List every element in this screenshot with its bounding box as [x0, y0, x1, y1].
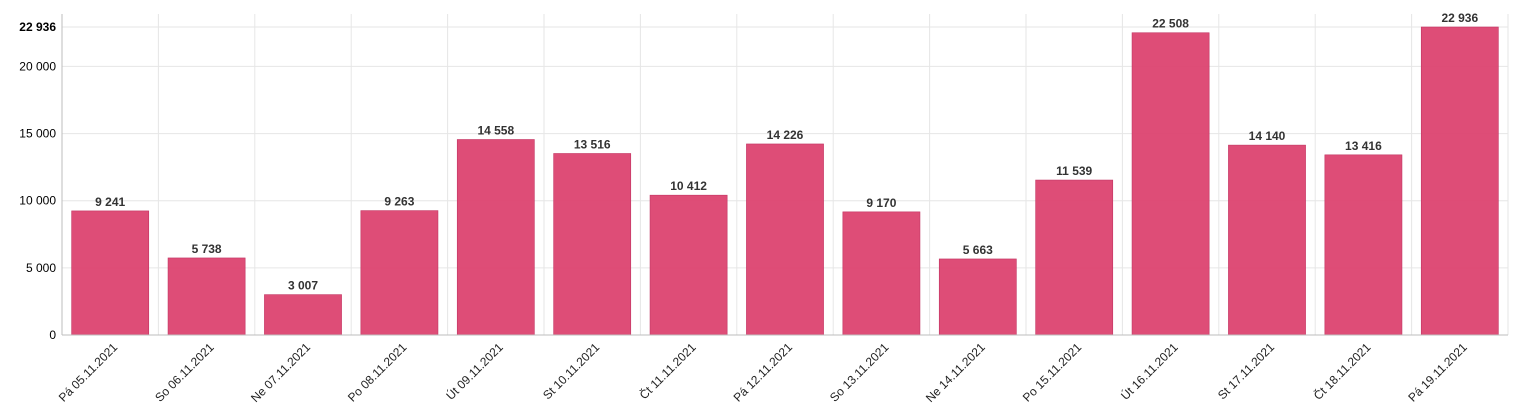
data-label: 14 558 — [477, 124, 514, 138]
bar — [1035, 179, 1114, 336]
data-label: 9 263 — [384, 195, 414, 209]
bar — [553, 153, 632, 336]
y-tick-label: 20 000 — [19, 59, 56, 73]
bar — [1420, 26, 1499, 336]
data-label: 5 663 — [963, 243, 993, 257]
bar — [167, 257, 246, 336]
x-tick-label: Po 08.11.2021 — [345, 340, 410, 405]
bar — [1131, 32, 1210, 336]
x-tick-label: St 10.11.2021 — [540, 340, 602, 402]
bar — [71, 210, 150, 336]
x-tick-label: Pá 19.11.2021 — [1405, 340, 1470, 405]
data-label: 3 007 — [288, 279, 318, 293]
bar — [1228, 144, 1306, 336]
x-tick-label: Út 09.11.2021 — [443, 339, 507, 403]
data-label: 11 539 — [1056, 164, 1092, 178]
y-tick-label: 0 — [49, 328, 56, 342]
data-label: 22 508 — [1152, 17, 1189, 31]
x-tick-label: Pá 05.11.2021 — [56, 340, 121, 405]
data-label: 5 738 — [192, 242, 222, 256]
bar — [264, 294, 342, 336]
data-label: 13 516 — [574, 137, 611, 151]
y-tick-label: 10 000 — [19, 194, 56, 208]
bar — [649, 194, 728, 336]
bar — [938, 258, 1017, 336]
bar — [1324, 154, 1403, 336]
x-tick-label: So 13.11.2021 — [827, 340, 892, 405]
bar — [456, 139, 535, 336]
data-label: 14 140 — [1249, 129, 1286, 143]
x-tick-label: Čt 18.11.2021 — [1310, 339, 1374, 403]
data-label: 9 241 — [95, 195, 125, 209]
data-label: 22 936 — [1441, 11, 1478, 25]
y-tick-label: 22 936 — [19, 20, 56, 34]
y-tick-label: 15 000 — [19, 127, 56, 141]
x-tick-label: Ne 07.11.2021 — [248, 340, 313, 405]
x-tick-label: Čt 11.11.2021 — [636, 339, 699, 402]
x-tick-label: Po 15.11.2021 — [1020, 340, 1085, 405]
bar — [360, 210, 439, 336]
x-tick-label: St 17.11.2021 — [1215, 340, 1277, 402]
x-tick-label: Pá 12.11.2021 — [731, 340, 796, 405]
bar — [842, 211, 921, 336]
x-tick-label: Út 16.11.2021 — [1117, 339, 1181, 403]
y-tick-label: 5 000 — [26, 261, 56, 275]
data-label: 13 416 — [1345, 139, 1382, 153]
data-label: 14 226 — [767, 128, 804, 142]
x-tick-label: So 06.11.2021 — [152, 340, 217, 405]
bar — [746, 143, 824, 336]
data-label: 9 170 — [866, 196, 896, 210]
data-label: 10 412 — [670, 179, 707, 193]
x-tick-label: Ne 14.11.2021 — [923, 340, 988, 405]
